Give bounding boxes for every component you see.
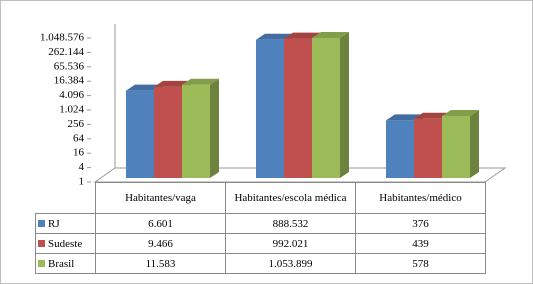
bar	[386, 120, 414, 178]
bar-side	[470, 109, 479, 178]
bar	[442, 115, 470, 178]
y-tick-label: 1	[79, 176, 85, 188]
category-label: Habitantes/vaga	[95, 182, 226, 214]
value-label: 992.021	[225, 233, 356, 254]
y-tick-label: 4.096	[59, 89, 84, 101]
category-label: Habitantes/médico	[355, 182, 486, 214]
legend-swatch	[38, 239, 45, 247]
y-tick-label: 64	[73, 132, 85, 144]
value-label: 1.053.899	[225, 253, 356, 274]
y-tick-label: 262.144	[48, 46, 84, 58]
legend-swatch	[38, 219, 45, 227]
y-tick-label: 16	[73, 147, 85, 159]
y-tick-label: 16.384	[54, 75, 85, 87]
series-row: Sudeste 9.466 992.021 439	[35, 233, 486, 254]
value-label: 376	[355, 213, 486, 234]
bar	[154, 86, 182, 178]
bar-top	[126, 84, 163, 91]
bar-top	[256, 33, 293, 40]
bar-top	[284, 32, 321, 39]
y-tick-label: 65.536	[54, 60, 85, 72]
data-table: Habitantes/vaga Habitantes/escola médica H…	[35, 182, 486, 274]
value-label: 9.466	[95, 233, 226, 254]
series-row: RJ 6.601 888.532 376	[35, 213, 486, 234]
bar-top	[386, 114, 423, 121]
bar	[256, 39, 284, 178]
value-label: 578	[355, 253, 486, 274]
value-label: 439	[355, 233, 486, 254]
legend-entry: Brasil	[35, 253, 96, 274]
bar	[284, 38, 312, 178]
legend-label: Sudeste	[48, 237, 83, 250]
bar-top	[414, 112, 451, 119]
bar	[126, 90, 154, 178]
bar-top	[154, 80, 191, 87]
bar-top	[442, 109, 479, 116]
value-label: 888.532	[225, 213, 356, 234]
series-row: Brasil 11.583 1.053.899 578	[35, 253, 486, 274]
y-tick-label: 4	[79, 161, 85, 173]
legend-entry: Sudeste	[35, 233, 96, 254]
bar-side	[210, 78, 219, 178]
bar-top	[182, 78, 219, 85]
legend-swatch	[38, 259, 45, 267]
value-label: 6.601	[95, 213, 226, 234]
bar-top	[312, 31, 349, 38]
bar	[414, 118, 442, 178]
category-label: Habitantes/escola médica	[225, 182, 356, 214]
value-label: 11.583	[95, 253, 226, 274]
header-row: Habitantes/vaga Habitantes/escola médica H…	[35, 182, 486, 214]
y-tick-label: 1.048.576	[40, 32, 85, 44]
y-tick-label: 1.024	[59, 104, 84, 116]
bar	[312, 37, 340, 178]
bar	[182, 84, 210, 178]
legend-label: RJ	[48, 217, 60, 230]
legend-entry: RJ	[35, 213, 96, 234]
bar-side	[340, 31, 349, 178]
legend-label: Brasil	[48, 257, 75, 270]
y-tick-label: 256	[68, 118, 85, 130]
corner-cell	[35, 182, 96, 214]
